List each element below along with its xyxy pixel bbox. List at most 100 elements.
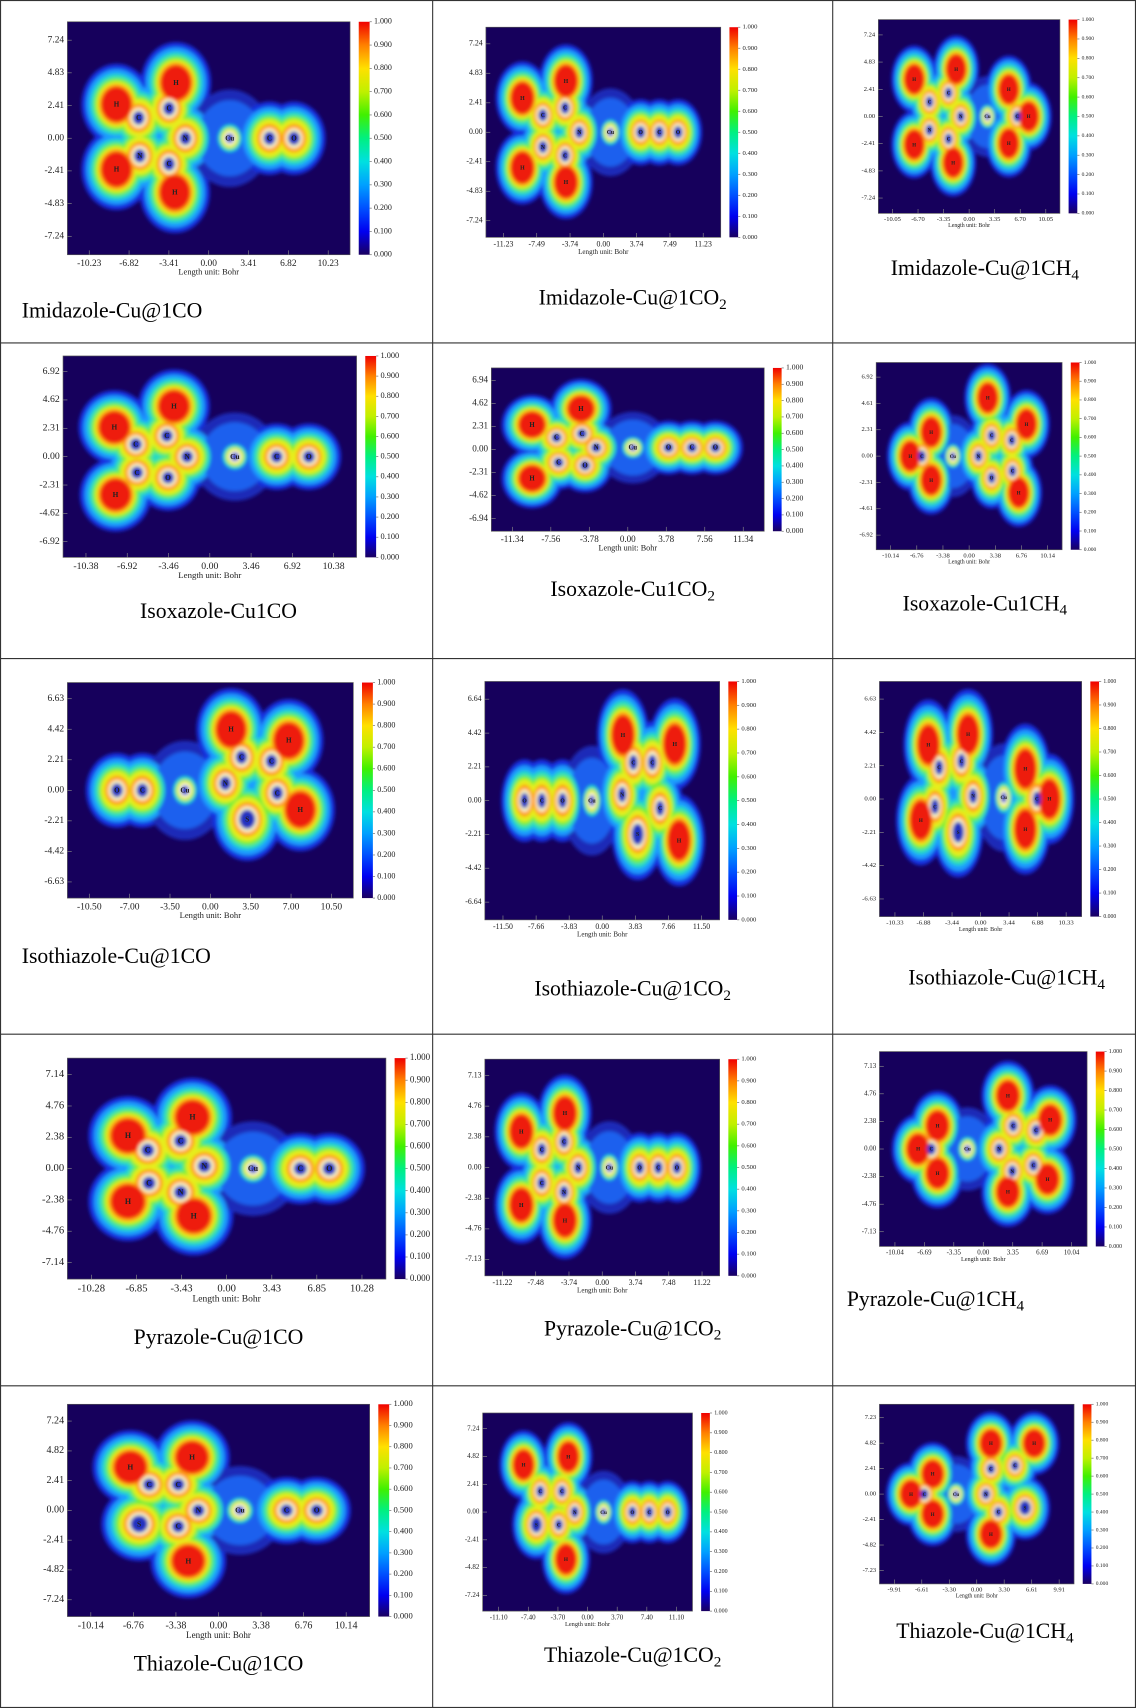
x-axis-label: Length unit: Bohr xyxy=(186,1630,251,1640)
y-tick-label: 2.31 xyxy=(472,421,488,431)
x-axis-label: Length unit: Bohr xyxy=(178,570,241,580)
atom-label: C xyxy=(989,1467,993,1472)
atom-label: S xyxy=(137,1519,141,1528)
atom-label: C xyxy=(541,113,545,119)
colorbar-tick-label: 0.200 xyxy=(786,493,803,502)
atom-label: O xyxy=(630,1510,634,1516)
atom-label: C xyxy=(920,455,924,460)
caption-subscript: 2 xyxy=(714,1653,722,1670)
x-tick-label: 11.34 xyxy=(733,534,754,544)
x-tick-label: 6.82 xyxy=(280,259,297,269)
atom-label: Cu xyxy=(235,1506,245,1515)
colorbar-tick-label: 0.900 xyxy=(377,699,395,708)
colorbar-tick-label: 1.000 xyxy=(1109,1049,1122,1055)
caption-text: Isoxazole-Cu1CO xyxy=(140,599,297,623)
y-tick-label: 0.00 xyxy=(864,1146,877,1153)
elf-plot: CHHHCuNCCCNHHHH-10.04-6.69-3.350.003.356… xyxy=(847,1049,1122,1314)
atom-label: C xyxy=(166,160,171,168)
colorbar-tick-label: 0.500 xyxy=(380,452,399,461)
colorbar-tick-label: 0.100 xyxy=(714,1589,727,1595)
colorbar-tick-label: 0.300 xyxy=(741,1207,757,1214)
y-tick-label: -6.92 xyxy=(39,536,59,547)
y-tick-label: -4.76 xyxy=(465,1224,481,1233)
atom-label: C xyxy=(297,1164,303,1173)
y-tick-label: 2.41 xyxy=(48,101,65,111)
y-tick-label: 4.76 xyxy=(46,1100,65,1111)
y-tick-label: 2.41 xyxy=(467,1480,480,1488)
caption-text: Imidazole-Cu@1CH xyxy=(891,256,1072,280)
y-tick-label: -2.41 xyxy=(465,1535,480,1543)
atom-label: Cu xyxy=(629,445,638,452)
atom-label: C xyxy=(269,757,274,765)
caption-text: Isothiazole-Cu@1CO xyxy=(534,977,723,1001)
x-tick-label: -3.78 xyxy=(580,534,599,544)
y-tick-label: 2.21 xyxy=(47,755,64,765)
x-tick-label: -3.83 xyxy=(561,922,577,931)
caption-text: Isoxazole-Cu1CO xyxy=(550,577,707,601)
colorbar-tick-label: 0.900 xyxy=(1084,378,1097,384)
colorbar-tick-label: 0.300 xyxy=(1084,491,1097,497)
y-tick-label: 4.61 xyxy=(862,400,873,407)
atom-label: H xyxy=(935,1171,939,1177)
caption: Imidazole-Cu@1CO xyxy=(22,298,203,322)
atom-label: N xyxy=(137,152,142,160)
colorbar-tick-label: 0.500 xyxy=(742,129,758,136)
y-tick-label: 4.42 xyxy=(47,724,64,734)
colorbar-tick-label: 0.700 xyxy=(1084,416,1097,422)
atom-label: H xyxy=(1025,423,1029,428)
colorbar-tick-label: 1.000 xyxy=(1084,360,1097,366)
atom-label: N xyxy=(573,1510,577,1516)
colorbar-tick-label: 0.400 xyxy=(394,1526,413,1536)
atom-label: H xyxy=(912,78,916,83)
atom-label: H xyxy=(989,1533,993,1538)
x-tick-label: 3.83 xyxy=(628,922,642,931)
x-tick-label: 3.38 xyxy=(990,552,1002,559)
atom-label: C xyxy=(538,1489,542,1495)
x-tick-label: -7.00 xyxy=(120,902,140,912)
atom-label: H xyxy=(912,143,916,148)
atom-label: H xyxy=(185,1556,191,1565)
x-tick-label: 7.66 xyxy=(662,922,676,931)
atom-label: O xyxy=(666,445,671,452)
x-axis-label: Length unit: Bohr xyxy=(961,1256,1006,1263)
colorbar-tick-label: 0.700 xyxy=(741,1121,757,1128)
caption-subscript: 4 xyxy=(1060,601,1068,618)
caption-text: Isothiazole-Cu@1CH xyxy=(908,966,1097,990)
colorbar-tick-label: 0.900 xyxy=(741,1077,757,1084)
atom-label: C xyxy=(631,760,635,766)
atom-label: C xyxy=(145,1146,151,1155)
caption-text: Pyrazole-Cu@1CH xyxy=(847,1287,1017,1311)
caption-text: Isoxazole-Cu1CH xyxy=(903,591,1060,615)
atom-label: N xyxy=(1010,1169,1014,1175)
y-tick-label: -2.21 xyxy=(44,816,64,826)
x-tick-label: -7.66 xyxy=(528,922,544,931)
colorbar-tick-label: 0.500 xyxy=(1082,114,1095,120)
atom-label: H xyxy=(127,1463,133,1472)
colorbar-tick-label: 0.800 xyxy=(741,726,757,733)
x-tick-label: 3.74 xyxy=(630,240,644,249)
colorbar-tick-label: 0.400 xyxy=(714,1529,727,1535)
colorbar-tick-label: 0.500 xyxy=(714,1509,727,1515)
x-tick-label: 3.44 xyxy=(1003,920,1015,927)
colorbar-tick-label: 0.700 xyxy=(394,1462,413,1472)
atom-label: N xyxy=(184,452,190,461)
x-tick-label: 3.35 xyxy=(989,216,1000,223)
colorbar-tick-label: 0.900 xyxy=(714,1430,727,1436)
atom-label: H xyxy=(529,476,535,483)
colorbar-tick-label: 0.500 xyxy=(377,785,395,794)
atom-label: C xyxy=(557,1522,561,1528)
x-tick-label: 3.43 xyxy=(263,1284,282,1295)
atom-label: C xyxy=(1010,439,1014,444)
x-tick-label: -10.04 xyxy=(886,1250,904,1257)
atom-label: C xyxy=(933,804,937,810)
atom-label: O xyxy=(165,473,171,482)
colorbar-tick-label: 0.400 xyxy=(374,156,392,165)
y-tick-label: 4.62 xyxy=(43,394,60,405)
x-tick-label: -6.76 xyxy=(910,552,924,559)
colorbar-tick-label: 0.800 xyxy=(1082,56,1095,62)
colorbar-tick-label: 0.500 xyxy=(1084,453,1097,459)
colorbar-tick-label: 1.000 xyxy=(714,1410,727,1416)
y-tick-label: -2.31 xyxy=(469,467,488,477)
colorbar-tick-label: 0.900 xyxy=(410,1074,431,1084)
colorbar-tick-label: 0.100 xyxy=(410,1251,431,1261)
